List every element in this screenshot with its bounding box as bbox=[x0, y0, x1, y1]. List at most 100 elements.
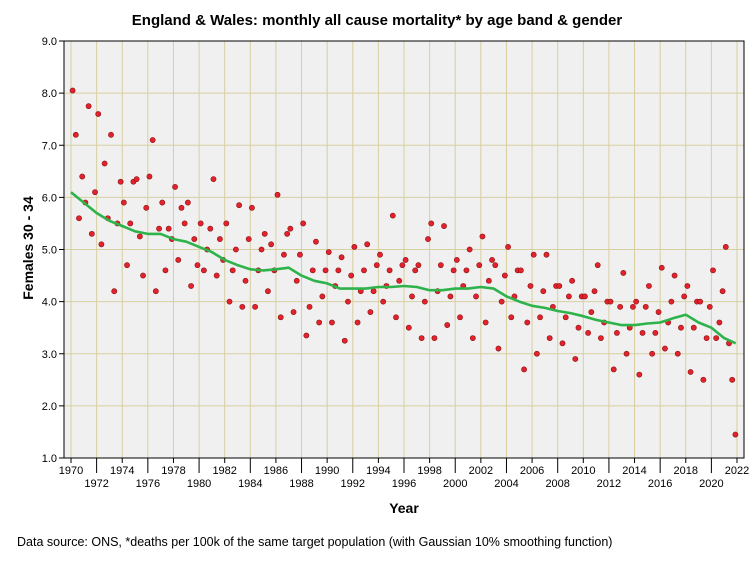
scatter-point bbox=[178, 204, 185, 211]
scatter-point bbox=[489, 257, 495, 263]
scatter-point bbox=[303, 332, 310, 339]
scatter-point bbox=[156, 225, 162, 232]
scatter-point bbox=[425, 236, 431, 242]
scatter-point bbox=[559, 340, 566, 347]
scatter-point bbox=[172, 184, 178, 190]
scatter-point bbox=[200, 267, 207, 274]
y-tick-label: 5.0 bbox=[42, 245, 57, 257]
x-tick-label: 2020 bbox=[699, 478, 723, 490]
scatter-point bbox=[143, 204, 150, 211]
scatter-point bbox=[146, 173, 153, 180]
scatter-point bbox=[463, 267, 470, 274]
scatter-point bbox=[313, 238, 319, 245]
scatter-point bbox=[546, 335, 553, 342]
scatter-point bbox=[348, 272, 355, 279]
scatter-point bbox=[239, 303, 246, 310]
scatter-point bbox=[101, 160, 108, 167]
scatter-point bbox=[527, 283, 534, 289]
scatter-point bbox=[85, 103, 92, 110]
scatter-point bbox=[457, 314, 463, 321]
x-tick-label: 2016 bbox=[648, 478, 672, 490]
scatter-point bbox=[594, 262, 601, 269]
x-tick-label: 1976 bbox=[136, 478, 160, 490]
scatter-point bbox=[297, 251, 303, 258]
scatter-point bbox=[281, 251, 287, 258]
scatter-point bbox=[210, 176, 217, 183]
scatter-point bbox=[719, 288, 726, 295]
x-tick-label: 2014 bbox=[622, 465, 646, 477]
scatter-point bbox=[556, 283, 563, 289]
scatter-point bbox=[655, 309, 662, 315]
scatter-point bbox=[415, 262, 422, 269]
scatter-point bbox=[252, 303, 259, 310]
scatter-point bbox=[703, 335, 710, 342]
y-tick-label: 1.0 bbox=[42, 453, 57, 465]
x-tick-label: 2018 bbox=[674, 465, 698, 477]
scatter-point bbox=[614, 329, 620, 336]
x-tick-label: 1988 bbox=[289, 478, 313, 490]
scatter-point bbox=[319, 293, 326, 300]
scatter-point bbox=[652, 329, 659, 336]
scatter-point bbox=[681, 293, 688, 300]
y-tick-label: 6.0 bbox=[42, 192, 57, 204]
scatter-point bbox=[684, 283, 691, 289]
y-tick-label: 9.0 bbox=[42, 36, 57, 48]
scatter-point bbox=[617, 303, 624, 310]
scatter-point bbox=[575, 324, 582, 331]
scatter-point bbox=[159, 199, 166, 206]
scatter-point bbox=[569, 277, 576, 284]
scatter-point bbox=[722, 243, 729, 250]
scatter-point bbox=[585, 329, 592, 336]
scatter-point bbox=[633, 298, 640, 305]
scatter-point bbox=[495, 345, 502, 352]
scatter-point bbox=[162, 267, 169, 274]
scatter-point bbox=[572, 356, 579, 362]
x-axis-label: Year bbox=[389, 500, 419, 516]
scatter-point bbox=[444, 322, 451, 328]
scatter-point bbox=[175, 257, 182, 263]
scatter-point bbox=[732, 431, 739, 438]
scatter-point bbox=[540, 288, 547, 295]
scatter-point bbox=[492, 262, 499, 269]
scatter-point bbox=[124, 262, 130, 269]
scatter-point bbox=[306, 303, 313, 310]
scatter-point bbox=[338, 254, 345, 261]
x-tick-label: 2012 bbox=[597, 478, 621, 490]
scatter-point bbox=[437, 262, 444, 269]
scatter-point bbox=[607, 298, 614, 305]
scatter-point bbox=[533, 350, 540, 357]
y-axis-label: Females 30 - 34 bbox=[20, 196, 36, 300]
x-tick-label: 1990 bbox=[315, 465, 339, 477]
scatter-point bbox=[530, 251, 537, 258]
scatter-point bbox=[598, 335, 604, 342]
scatter-point bbox=[396, 277, 403, 284]
scatter-point bbox=[165, 225, 172, 232]
scatter-point bbox=[537, 314, 543, 321]
scatter-point bbox=[265, 288, 271, 295]
scatter-point bbox=[226, 298, 233, 305]
scatter-point bbox=[674, 350, 681, 357]
scatter-point bbox=[678, 324, 684, 331]
scatter-point bbox=[690, 324, 697, 331]
scatter-point bbox=[229, 267, 236, 274]
scatter-point bbox=[431, 335, 438, 342]
x-tick-label: 1996 bbox=[392, 478, 416, 490]
scatter-point bbox=[92, 189, 98, 196]
scatter-point bbox=[284, 230, 291, 237]
scatter-point bbox=[290, 309, 297, 315]
scatter-point bbox=[88, 230, 95, 237]
scatter-point bbox=[485, 277, 492, 284]
scatter-point bbox=[524, 319, 531, 326]
x-tick-label: 2008 bbox=[545, 478, 569, 490]
scatter-point bbox=[447, 293, 454, 300]
scatter-point bbox=[620, 270, 627, 276]
scatter-point bbox=[498, 298, 505, 305]
scatter-point bbox=[428, 220, 435, 227]
scatter-point bbox=[249, 204, 255, 211]
scatter-point bbox=[325, 249, 332, 256]
data-source-note: Data source: ONS, *deaths per 100k of th… bbox=[17, 535, 613, 549]
scatter-point bbox=[649, 350, 656, 357]
scatter-point bbox=[543, 251, 550, 258]
scatter-point bbox=[76, 215, 82, 222]
scatter-point bbox=[236, 202, 243, 209]
